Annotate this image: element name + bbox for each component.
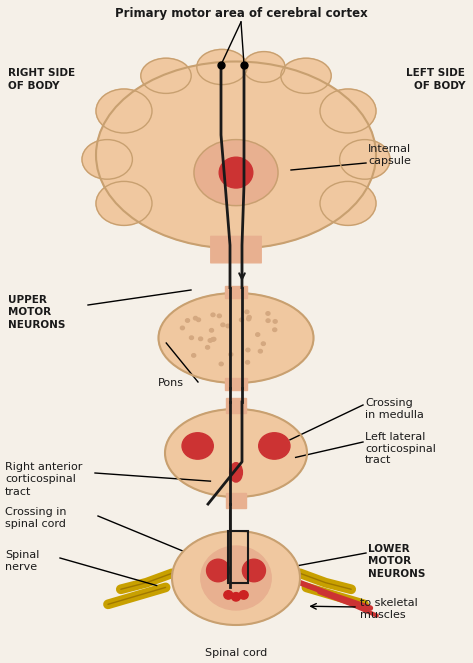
Ellipse shape — [207, 559, 229, 581]
Ellipse shape — [261, 342, 265, 345]
Text: Spinal
nerve: Spinal nerve — [5, 550, 39, 572]
Text: LOWER
MOTOR
NEURONS: LOWER MOTOR NEURONS — [368, 544, 425, 579]
Ellipse shape — [172, 531, 300, 625]
Ellipse shape — [246, 348, 250, 352]
Ellipse shape — [199, 337, 202, 341]
Ellipse shape — [229, 463, 242, 482]
Text: LEFT SIDE
OF BODY: LEFT SIDE OF BODY — [406, 68, 465, 91]
Ellipse shape — [185, 319, 190, 322]
Ellipse shape — [165, 409, 307, 497]
Text: Crossing in
spinal cord: Crossing in spinal cord — [5, 507, 67, 529]
Ellipse shape — [96, 62, 376, 249]
Ellipse shape — [201, 546, 271, 610]
Text: to skeletal
muscles: to skeletal muscles — [360, 598, 418, 620]
Text: UPPER
MOTOR
NEURONS: UPPER MOTOR NEURONS — [8, 295, 65, 330]
Text: RIGHT SIDE
OF BODY: RIGHT SIDE OF BODY — [8, 68, 75, 91]
Text: Pons: Pons — [158, 378, 184, 388]
Ellipse shape — [320, 89, 376, 133]
Text: Internal
capsule: Internal capsule — [368, 144, 411, 166]
Ellipse shape — [226, 324, 230, 328]
FancyBboxPatch shape — [211, 237, 261, 263]
Ellipse shape — [273, 328, 277, 332]
Ellipse shape — [247, 316, 251, 319]
Ellipse shape — [219, 362, 223, 366]
Ellipse shape — [231, 593, 240, 601]
Ellipse shape — [273, 320, 277, 323]
Ellipse shape — [239, 591, 248, 599]
Ellipse shape — [182, 433, 213, 459]
Ellipse shape — [194, 140, 278, 206]
Ellipse shape — [180, 326, 184, 330]
Bar — [225, 286, 247, 298]
Ellipse shape — [258, 349, 263, 353]
Ellipse shape — [96, 89, 152, 133]
Ellipse shape — [243, 52, 285, 82]
Ellipse shape — [256, 333, 260, 336]
Ellipse shape — [281, 58, 331, 93]
Text: Right anterior
corticospinal
tract: Right anterior corticospinal tract — [5, 462, 82, 497]
Text: Left lateral
corticospinal
tract: Left lateral corticospinal tract — [365, 432, 436, 465]
Ellipse shape — [206, 345, 210, 349]
Bar — [226, 398, 246, 412]
Ellipse shape — [197, 50, 247, 85]
Ellipse shape — [196, 318, 201, 322]
Text: Crossing
in medulla: Crossing in medulla — [365, 398, 424, 420]
Ellipse shape — [259, 433, 290, 459]
Bar — [228, 531, 248, 583]
Ellipse shape — [224, 591, 233, 599]
Ellipse shape — [210, 329, 213, 332]
Ellipse shape — [141, 58, 191, 93]
Ellipse shape — [245, 361, 250, 364]
Ellipse shape — [229, 353, 233, 356]
Bar — [226, 493, 246, 508]
Ellipse shape — [158, 293, 314, 383]
Ellipse shape — [246, 318, 251, 321]
Ellipse shape — [242, 559, 265, 581]
Text: Primary motor area of cerebral cortex: Primary motor area of cerebral cortex — [114, 7, 368, 20]
Ellipse shape — [266, 312, 270, 315]
Bar — [225, 378, 247, 391]
Ellipse shape — [211, 313, 215, 316]
Ellipse shape — [266, 319, 270, 322]
Ellipse shape — [219, 157, 253, 188]
Ellipse shape — [320, 182, 376, 225]
Ellipse shape — [192, 353, 196, 357]
Text: Spinal cord: Spinal cord — [205, 648, 267, 658]
Ellipse shape — [193, 316, 198, 320]
Ellipse shape — [340, 140, 390, 179]
Ellipse shape — [221, 323, 225, 327]
Ellipse shape — [245, 310, 249, 314]
Ellipse shape — [82, 140, 132, 179]
Ellipse shape — [208, 339, 212, 342]
Ellipse shape — [212, 337, 216, 341]
Ellipse shape — [96, 182, 152, 225]
Ellipse shape — [239, 318, 244, 322]
Ellipse shape — [190, 336, 193, 339]
Ellipse shape — [217, 314, 221, 318]
Ellipse shape — [211, 337, 215, 341]
